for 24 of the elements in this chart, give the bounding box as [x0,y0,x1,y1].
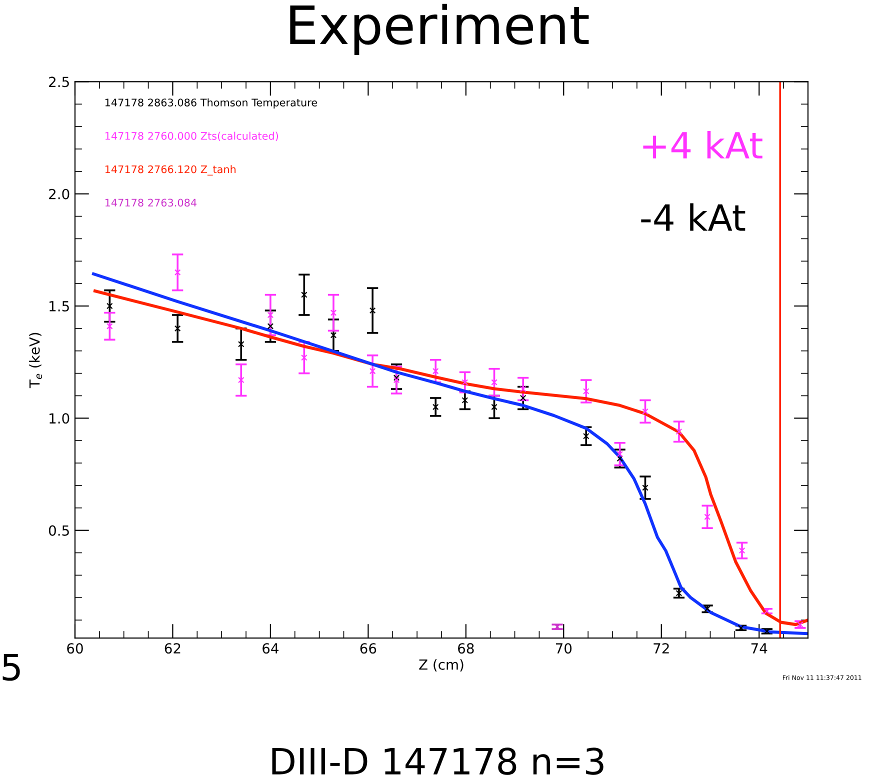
text: 147178 2760.000 Zts(calculated) [105,132,278,142]
x-tick-label: 64 [262,643,279,654]
x-tick-label: 72 [654,643,669,654]
y-tick-label: 2.0 [49,188,70,200]
chart-title: Experiment [290,4,589,55]
x-tick-label: 62 [164,643,180,654]
text: 147178 2763.084 [105,198,196,207]
y-tick-label: 0.5 [48,525,69,536]
annotation: +4 kAt [643,130,762,158]
x-axis-title: Z (cm) [419,659,464,672]
x-tick-label: 60 [67,643,83,654]
y-tick-label: 2.5 [49,76,69,88]
y-tick-label: 1.0 [50,413,70,424]
x-tick-label: 68 [458,643,474,654]
y-tick-label: 1.5 [50,301,69,312]
text: DIII-D 147178 n=3 [272,748,604,775]
y-axis-title: T$_{e}$ (keV) [29,332,42,388]
x-tick-label: 74 [751,643,768,654]
annotation: -4 kAt [641,203,746,231]
x-tick-label: 70 [556,643,572,654]
legend-label: 147178 2863.086 Thomson Temperature [105,98,318,108]
x-tick-label: 66 [360,643,376,654]
text: 5 [2,654,20,681]
text: 147178 2766.120 Z_tanh [105,165,236,176]
